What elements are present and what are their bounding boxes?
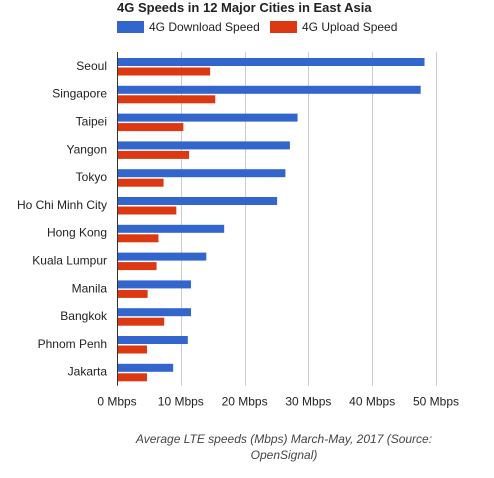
x-axis-tick-labels: 0 Mbps 10 Mbps 20 Mbps 30 Mbps 40 Mbps 50 Mbp… — [97, 395, 459, 409]
download-bar-taipei — [118, 113, 298, 122]
category-label: Ho Chi Minh City — [17, 198, 107, 212]
caption: Average LTE speeds (Mbps) March-May, 201… — [135, 432, 432, 462]
x-tick-label: 10 Mbps — [158, 395, 204, 409]
upload-bar-manila — [118, 289, 148, 298]
upload-bar-phnom-penh — [118, 345, 147, 354]
category-label: Tokyo — [76, 170, 108, 184]
category-labels: Seoul Singapore Taipei Yangon Tokyo Ho Chi Mi… — [17, 59, 108, 379]
download-bar-kuala-lumpur — [118, 252, 207, 261]
category-label: Singapore — [52, 87, 107, 101]
download-bar-hong-kong — [118, 224, 225, 233]
legend-swatch-upload — [270, 21, 297, 33]
category-label: Bangkok — [60, 309, 108, 323]
download-bar-jakarta — [118, 363, 174, 372]
category-label: Jakarta — [68, 365, 108, 379]
download-bar-ho-chi-minh-city — [118, 197, 278, 205]
download-bar-tokyo — [118, 169, 286, 178]
upload-bar-tokyo — [118, 178, 164, 187]
x-tick-label: 30 Mbps — [285, 395, 331, 409]
download-bar-seoul — [118, 58, 425, 66]
upload-bar-singapore — [118, 95, 216, 104]
caption-line-1: Average LTE speeds (Mbps) March-May, 201… — [135, 432, 432, 446]
x-tick-label: 50 Mbps — [413, 395, 459, 409]
category-label: Taipei — [76, 115, 107, 129]
upload-bar-ho-chi-minh-city — [118, 206, 177, 215]
upload-bar-hong-kong — [118, 234, 159, 243]
caption-line-2: OpenSignal) — [251, 448, 318, 462]
x-tick-label: 40 Mbps — [349, 395, 395, 409]
legend-label-download: 4G Download Speed — [149, 20, 260, 34]
download-bar-manila — [118, 280, 192, 289]
category-label: Kuala Lumpur — [32, 254, 107, 268]
category-label: Seoul — [76, 59, 107, 73]
download-bar-bangkok — [118, 308, 192, 317]
x-tick-label: 20 Mbps — [222, 395, 268, 409]
upload-bar-jakarta — [118, 373, 147, 382]
category-label: Hong Kong — [47, 226, 107, 240]
category-label: Yangon — [67, 142, 107, 156]
upload-bar-yangon — [118, 150, 190, 159]
legend-swatch-download — [117, 21, 144, 33]
download-bar-yangon — [118, 141, 290, 150]
x-tick-label: 0 Mbps — [97, 395, 136, 409]
bars — [118, 58, 425, 382]
upload-bar-kuala-lumpur — [118, 262, 157, 271]
download-bar-singapore — [118, 85, 421, 94]
upload-bar-taipei — [118, 123, 184, 132]
category-label: Manila — [72, 281, 108, 295]
upload-bar-bangkok — [118, 317, 165, 326]
upload-bar-seoul — [118, 67, 211, 76]
download-bar-phnom-penh — [118, 336, 188, 344]
category-label: Phnom Penh — [38, 337, 107, 351]
legend-label-upload: 4G Upload Speed — [302, 20, 397, 34]
chart-title: 4G Speeds in 12 Major Cities in East Asi… — [117, 0, 372, 15]
gridlines — [117, 52, 437, 386]
legend: 4G Download Speed 4G Upload Speed — [117, 20, 397, 34]
